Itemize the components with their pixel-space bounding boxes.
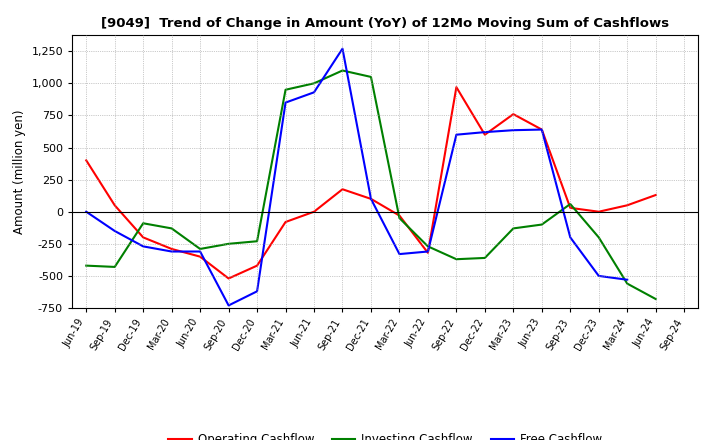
Investing Cashflow [253,238,261,244]
Free Cashflow [395,251,404,257]
Legend: Operating Cashflow, Investing Cashflow, Free Cashflow: Operating Cashflow, Investing Cashflow, … [163,429,607,440]
Investing Cashflow [366,74,375,80]
Free Cashflow [310,90,318,95]
Investing Cashflow [566,202,575,207]
Operating Cashflow [366,196,375,202]
Investing Cashflow [452,257,461,262]
Investing Cashflow [537,222,546,227]
Operating Cashflow [623,203,631,208]
Operating Cashflow [110,203,119,208]
Investing Cashflow [509,226,518,231]
Operating Cashflow [452,84,461,90]
Operating Cashflow [310,209,318,214]
Free Cashflow [566,235,575,240]
Free Cashflow [480,129,489,135]
Free Cashflow [282,100,290,105]
Operating Cashflow [253,263,261,268]
Investing Cashflow [225,241,233,246]
Operating Cashflow [395,213,404,218]
Operating Cashflow [480,132,489,137]
Free Cashflow [423,249,432,254]
Free Cashflow [167,249,176,254]
Investing Cashflow [595,235,603,240]
Investing Cashflow [423,244,432,249]
Investing Cashflow [623,281,631,286]
Free Cashflow [225,303,233,308]
Free Cashflow [196,249,204,254]
Investing Cashflow [110,264,119,270]
Investing Cashflow [310,81,318,86]
Investing Cashflow [480,255,489,260]
Free Cashflow [595,273,603,279]
Free Cashflow [338,46,347,51]
Operating Cashflow [566,205,575,210]
Operating Cashflow [652,192,660,198]
Investing Cashflow [167,226,176,231]
Operating Cashflow [423,250,432,256]
Free Cashflow [366,196,375,202]
Operating Cashflow [595,209,603,214]
Title: [9049]  Trend of Change in Amount (YoY) of 12Mo Moving Sum of Cashflows: [9049] Trend of Change in Amount (YoY) o… [101,17,670,30]
Free Cashflow [452,132,461,137]
Free Cashflow [623,277,631,282]
Y-axis label: Amount (million yen): Amount (million yen) [13,110,26,234]
Operating Cashflow [537,127,546,132]
Line: Investing Cashflow: Investing Cashflow [86,70,656,299]
Line: Operating Cashflow: Operating Cashflow [86,87,656,279]
Operating Cashflow [82,158,91,163]
Investing Cashflow [652,297,660,302]
Free Cashflow [139,244,148,249]
Investing Cashflow [338,68,347,73]
Operating Cashflow [338,187,347,192]
Operating Cashflow [196,254,204,259]
Investing Cashflow [395,216,404,221]
Operating Cashflow [509,111,518,117]
Free Cashflow [509,128,518,133]
Operating Cashflow [167,246,176,252]
Line: Free Cashflow: Free Cashflow [86,49,627,305]
Free Cashflow [82,209,91,214]
Investing Cashflow [196,246,204,252]
Investing Cashflow [282,87,290,92]
Operating Cashflow [139,235,148,240]
Free Cashflow [253,289,261,294]
Free Cashflow [537,127,546,132]
Investing Cashflow [82,263,91,268]
Operating Cashflow [282,220,290,225]
Operating Cashflow [225,276,233,281]
Free Cashflow [110,228,119,234]
Investing Cashflow [139,220,148,226]
